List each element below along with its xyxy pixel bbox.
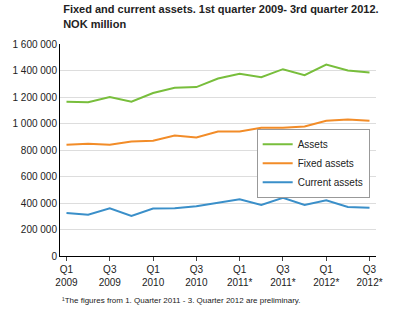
svg-text:Fixed and current assets. 1st: Fixed and current assets. 1st quarter 20… xyxy=(63,3,378,29)
svg-text:Assets: Assets xyxy=(298,139,328,150)
svg-text:Q12009: Q12009 xyxy=(55,264,78,288)
svg-text:Q32009: Q32009 xyxy=(99,264,122,288)
svg-text:1 000 000: 1 000 000 xyxy=(13,118,58,129)
svg-text:600 000: 600 000 xyxy=(21,171,58,182)
svg-text:¹The figures from 1. Quarter 2: ¹The figures from 1. Quarter 2011 - 3. Q… xyxy=(62,296,300,305)
svg-text:Fixed assets: Fixed assets xyxy=(298,158,354,169)
svg-text:Q32011*: Q32011* xyxy=(270,264,296,288)
svg-text:Q12012*: Q12012* xyxy=(313,264,339,288)
svg-text:Q32010: Q32010 xyxy=(185,264,208,288)
svg-text:1 400 000: 1 400 000 xyxy=(13,65,58,76)
svg-text:Q32012*: Q32012* xyxy=(356,264,382,288)
svg-text:Current assets: Current assets xyxy=(298,177,363,188)
svg-text:Q12010: Q12010 xyxy=(142,264,165,288)
svg-text:1 600 000: 1 600 000 xyxy=(13,39,58,50)
svg-text:200 000: 200 000 xyxy=(21,224,58,235)
svg-text:0: 0 xyxy=(51,251,57,262)
svg-text:400 000: 400 000 xyxy=(21,198,58,209)
svg-text:Q12011*: Q12011* xyxy=(227,264,253,288)
svg-text:1 200 000: 1 200 000 xyxy=(13,92,58,103)
svg-text:800 000: 800 000 xyxy=(21,145,58,156)
